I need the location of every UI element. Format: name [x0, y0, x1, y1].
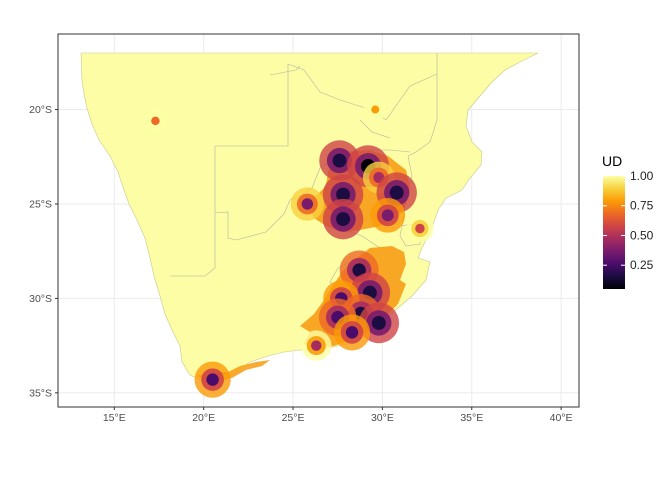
panel-border: [57, 33, 580, 408]
legend: UD 1.00 0.75 0.50 0.25: [602, 153, 654, 289]
y-tick-label: 30°S: [29, 293, 52, 305]
ud-hotspot-core: [371, 105, 380, 114]
y-axis: 20°S 25°S 30°S 35°S: [29, 104, 58, 399]
ud-hotspot-core: [415, 223, 425, 234]
ud-hotspot: [370, 197, 406, 233]
ud-hotspot: [406, 214, 434, 243]
ud-hotspot-core: [336, 212, 351, 227]
ud-hotspot: [194, 361, 231, 398]
ud-hotspot-core: [352, 263, 366, 277]
ud-hotspot: [363, 97, 387, 122]
ud-hotspot-core: [371, 315, 386, 330]
ud-hotspot: [301, 330, 332, 361]
ud-hotspot-core: [389, 185, 404, 200]
x-axis: 15°E 20°E 25°E 30°E 35°E 40°E: [103, 407, 573, 424]
ud-hotspot: [143, 108, 168, 134]
ud-hotspot-core: [311, 340, 322, 351]
legend-label: 0.25: [630, 258, 654, 272]
legend-colorbar: [603, 176, 625, 289]
legend-title: UD: [602, 153, 622, 169]
ud-hotspot-core: [301, 198, 314, 210]
x-tick-label: 20°E: [192, 412, 215, 424]
ud-hotspots: [143, 97, 434, 398]
x-tick-label: 35°E: [460, 412, 483, 424]
legend-label: 0.75: [630, 199, 654, 213]
ud-hotspot-core: [381, 209, 394, 222]
ud-hotspot: [290, 187, 324, 221]
ud-hotspot-core: [336, 187, 351, 202]
x-tick-label: 40°E: [550, 412, 573, 424]
ud-hotspot-core: [345, 326, 359, 339]
y-tick-label: 35°S: [29, 387, 52, 399]
legend-label: 0.50: [630, 228, 654, 242]
legend-ticks: 1.00 0.75 0.50 0.25: [603, 169, 654, 272]
y-tick-label: 20°S: [29, 104, 52, 116]
ud-hotspot-core: [332, 153, 347, 168]
ud-hotspot-core: [151, 116, 160, 126]
x-tick-label: 15°E: [103, 412, 126, 424]
y-tick-label: 25°S: [29, 198, 52, 210]
ud-hotspot: [333, 314, 371, 351]
x-tick-label: 25°E: [282, 412, 305, 424]
legend-label: 1.00: [630, 169, 654, 183]
ud-density-layer: [143, 97, 434, 398]
x-tick-label: 30°E: [371, 412, 394, 424]
ud-hotspot-core: [206, 373, 219, 386]
ud-hotspot: [322, 198, 364, 240]
